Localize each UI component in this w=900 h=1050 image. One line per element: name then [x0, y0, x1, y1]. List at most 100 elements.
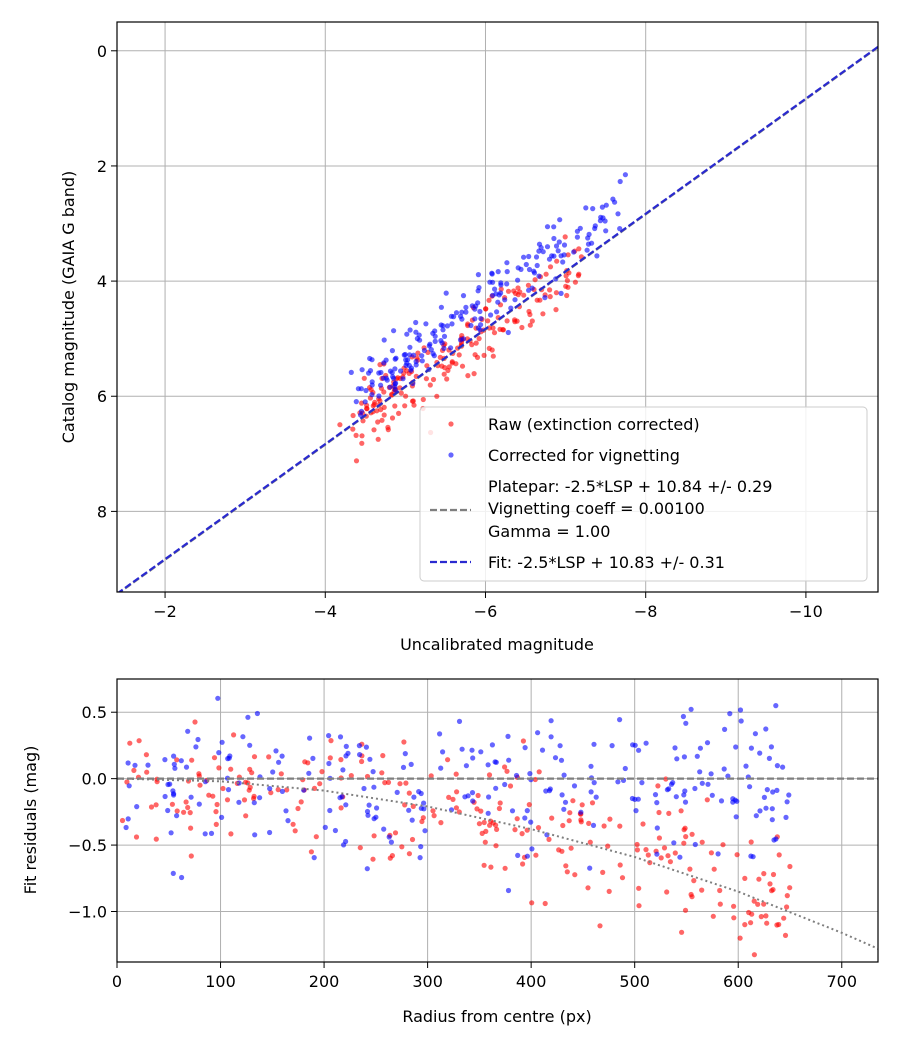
scatter-point-1 — [526, 266, 533, 273]
scatter-point-1 — [267, 786, 273, 792]
scatter-point-0 — [734, 852, 740, 858]
scatter-point-0 — [298, 799, 304, 805]
scatter-point-0 — [127, 740, 133, 746]
scatter-point-0 — [617, 823, 623, 829]
scatter-point-0 — [278, 771, 284, 777]
scatter-point-1 — [174, 813, 180, 819]
top-x-axis-title: Uncalibrated magnitude — [400, 635, 594, 654]
scatter-point-1 — [533, 254, 540, 260]
scatter-point-0 — [483, 828, 489, 835]
reference-line-3 — [117, 45, 878, 592]
scatter-point-1 — [672, 745, 678, 751]
scatter-point-1 — [411, 794, 417, 800]
scatter-point-0 — [567, 810, 573, 816]
scatter-point-1 — [407, 327, 413, 333]
scatter-point-1 — [490, 292, 496, 298]
scatter-point-1 — [470, 798, 476, 804]
scatter-point-0 — [486, 772, 493, 778]
scatter-point-0 — [600, 869, 606, 876]
scatter-point-1 — [737, 707, 744, 713]
scatter-point-0 — [606, 888, 612, 895]
scatter-point-1 — [557, 217, 563, 223]
scatter-point-0 — [656, 809, 662, 816]
scatter-point-1 — [449, 321, 455, 327]
scatter-point-1 — [487, 279, 493, 285]
scatter-point-1 — [357, 752, 363, 758]
scatter-point-0 — [481, 352, 487, 358]
scatter-point-0 — [689, 831, 695, 837]
scatter-point-1 — [753, 813, 759, 819]
scatter-point-1 — [522, 815, 528, 821]
scatter-point-0 — [379, 770, 385, 776]
scatter-point-0 — [454, 789, 460, 795]
scatter-point-1 — [639, 780, 645, 786]
scatter-point-1 — [527, 771, 533, 777]
scatter-point-0 — [131, 767, 137, 774]
scatter-point-0 — [761, 871, 767, 877]
scatter-point-0 — [350, 412, 356, 419]
scatter-point-0 — [187, 810, 193, 816]
scatter-point-1 — [369, 382, 375, 388]
scatter-point-0 — [214, 801, 220, 808]
scatter-point-0 — [210, 793, 216, 799]
scatter-point-1 — [505, 329, 511, 336]
scatter-point-1 — [252, 832, 258, 838]
scatter-point-0 — [605, 843, 611, 849]
scatter-point-0 — [197, 782, 203, 788]
scatter-point-0 — [375, 436, 381, 442]
scatter-point-1 — [515, 852, 521, 859]
scatter-point-0 — [708, 850, 715, 856]
scatter-point-0 — [350, 426, 356, 432]
scatter-point-0 — [572, 279, 579, 285]
scatter-point-1 — [784, 799, 790, 805]
scatter-point-0 — [682, 907, 689, 913]
scatter-point-1 — [438, 765, 444, 771]
scatter-point-0 — [502, 865, 508, 871]
scatter-point-1 — [406, 807, 412, 813]
scatter-point-1 — [591, 741, 597, 747]
scatter-point-1 — [617, 226, 623, 232]
scatter-point-1 — [774, 763, 781, 769]
scatter-point-0 — [534, 297, 540, 303]
scatter-point-0 — [206, 792, 212, 798]
scatter-point-0 — [441, 371, 447, 377]
scatter-point-0 — [266, 754, 272, 760]
scatter-point-1 — [704, 740, 711, 746]
scatter-point-0 — [540, 311, 546, 317]
scatter-point-1 — [400, 376, 406, 382]
scatter-point-1 — [356, 743, 362, 749]
scatter-point-1 — [769, 817, 775, 823]
scatter-point-1 — [493, 759, 499, 765]
scatter-point-0 — [498, 286, 504, 292]
scatter-point-1 — [392, 366, 398, 372]
x-tick-label: 300 — [412, 972, 443, 991]
scatter-point-1 — [603, 202, 609, 208]
scatter-point-1 — [219, 739, 225, 745]
scatter-point-1 — [681, 754, 688, 760]
scatter-point-0 — [490, 353, 496, 359]
scatter-point-1 — [432, 333, 438, 339]
scatter-point-0 — [148, 804, 155, 810]
scatter-point-0 — [520, 738, 527, 744]
scatter-point-0 — [338, 757, 344, 763]
scatter-point-1 — [457, 337, 464, 343]
scatter-point-0 — [699, 887, 705, 893]
scatter-point-1 — [378, 382, 384, 388]
scatter-point-0 — [192, 719, 198, 725]
scatter-point-1 — [757, 750, 763, 756]
scatter-point-1 — [392, 384, 398, 390]
scatter-point-1 — [558, 253, 564, 259]
scatter-point-0 — [370, 856, 376, 862]
scatter-point-1 — [381, 826, 387, 832]
scatter-point-1 — [208, 830, 215, 837]
scatter-point-1 — [494, 309, 500, 315]
scatter-point-0 — [720, 842, 726, 848]
scatter-point-1 — [557, 743, 563, 749]
scatter-point-0 — [359, 758, 365, 765]
scatter-point-1 — [426, 343, 432, 349]
scatter-point-0 — [691, 878, 697, 884]
scatter-point-0 — [305, 760, 311, 766]
scatter-point-1 — [413, 358, 419, 365]
scatter-point-1 — [363, 744, 369, 750]
scatter-point-1 — [162, 757, 168, 763]
